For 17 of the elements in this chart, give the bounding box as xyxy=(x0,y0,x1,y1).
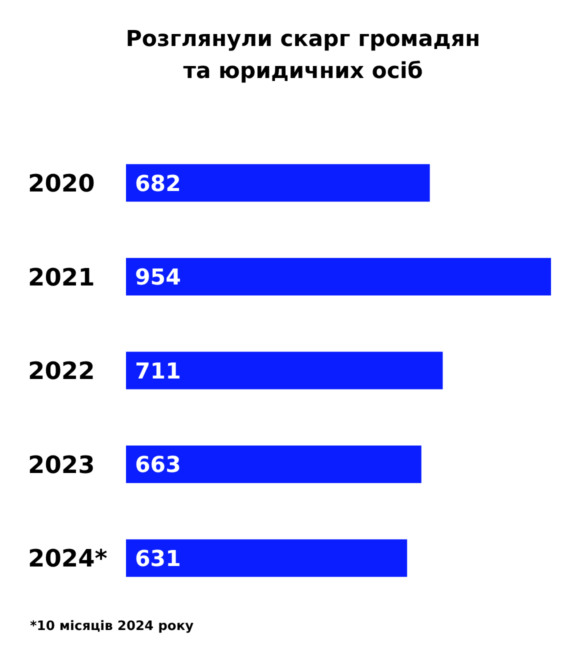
text: *10 місяців 2024 року xyxy=(30,619,194,634)
data-label: 663 xyxy=(135,453,181,478)
bar xyxy=(126,258,551,296)
y-tick-label: 2021 xyxy=(28,263,95,292)
chart-title: Розглянули скарг громадян та юридичних осіб xyxy=(126,27,480,84)
data-label: 682 xyxy=(135,172,181,197)
y-tick-label: 2022 xyxy=(28,357,95,386)
bar xyxy=(126,352,443,390)
data-label: 954 xyxy=(135,266,181,291)
data-label: 711 xyxy=(135,359,181,384)
bar xyxy=(126,539,408,577)
bar xyxy=(126,446,422,484)
data-label: 631 xyxy=(135,547,181,572)
bar xyxy=(126,164,430,202)
y-tick-label: 2024* xyxy=(28,544,108,573)
y-tick-label: 2020 xyxy=(28,170,95,198)
y-tick-label: 2023 xyxy=(28,450,95,479)
